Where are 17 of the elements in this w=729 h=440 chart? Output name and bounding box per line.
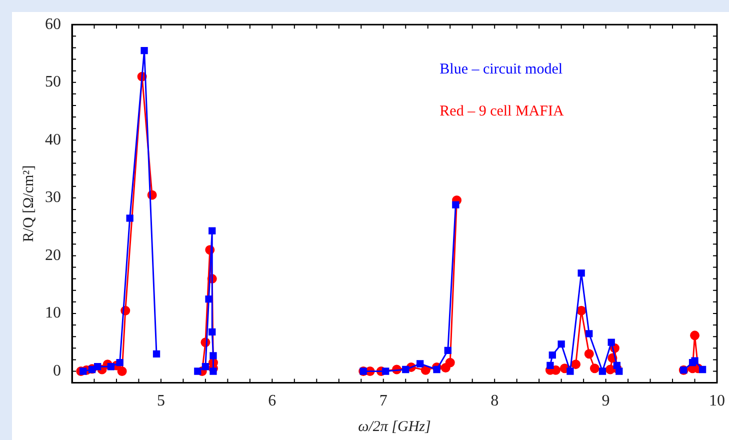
y-tick-label: 10: [45, 304, 61, 322]
x-tick-label: 6: [268, 392, 276, 410]
x-tick-label: 8: [490, 392, 499, 410]
y-tick-label: 50: [45, 74, 61, 91]
y-tick-label: 40: [45, 131, 61, 148]
x-tick-label: 10: [709, 392, 725, 410]
x-axis-title: ω/2π [GHz]: [358, 418, 432, 435]
text: Red – 9 cell MAFIA: [440, 104, 564, 120]
y-tick-label: 30: [45, 189, 61, 206]
x-tick-label: 7: [379, 392, 388, 410]
y-tick-label: 20: [45, 246, 61, 264]
y-tick-label: 0: [53, 362, 61, 380]
x-tick-label: 9: [602, 392, 610, 410]
x-tick-label: 5: [156, 392, 165, 410]
text: Blue – circuit model: [440, 62, 563, 78]
y-tick-label: 60: [45, 16, 61, 33]
y-axis-title: R/Q [Ω/cm²]: [20, 165, 37, 242]
